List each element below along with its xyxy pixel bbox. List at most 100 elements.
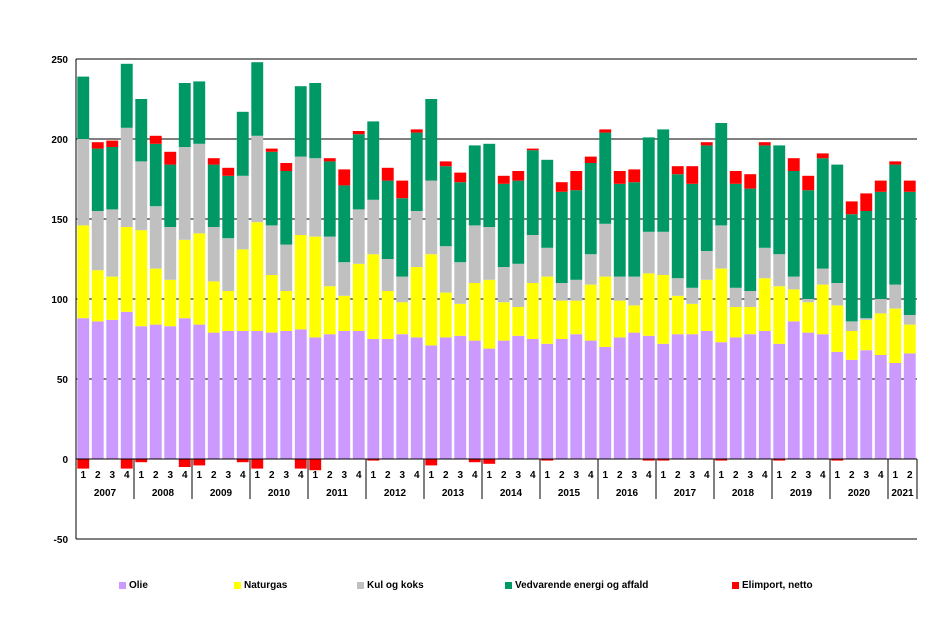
bar-segment bbox=[831, 164, 844, 283]
bar-segment bbox=[338, 295, 351, 331]
bar-segment bbox=[106, 147, 119, 210]
bar-segment bbox=[889, 284, 902, 309]
bar-segment bbox=[555, 300, 568, 339]
bar-segment bbox=[222, 291, 235, 331]
bar-segment bbox=[831, 351, 844, 459]
bar-segment bbox=[323, 161, 336, 237]
bar-segment bbox=[425, 99, 438, 181]
legend-label: Elimport, netto bbox=[742, 580, 813, 591]
bar-segment bbox=[178, 459, 191, 467]
bar-segment bbox=[845, 359, 858, 459]
bar-segment bbox=[744, 291, 757, 307]
legend-swatch bbox=[505, 582, 512, 589]
bar-segment bbox=[613, 300, 626, 338]
legend-swatch bbox=[119, 582, 126, 589]
bar-segment bbox=[497, 175, 510, 184]
bar-segment bbox=[889, 161, 902, 165]
bar-segment bbox=[193, 233, 206, 325]
x-tick-label: 2 bbox=[443, 470, 449, 481]
y-tick-label: 0 bbox=[62, 455, 68, 466]
bar-segment bbox=[831, 459, 844, 461]
bar-segment bbox=[352, 331, 365, 459]
bar-segment bbox=[178, 147, 191, 240]
bar-segment bbox=[642, 459, 655, 461]
bar-segment bbox=[860, 318, 873, 320]
legend: Olie Naturgas Kul og koks Vedvarende ene… bbox=[0, 574, 945, 600]
bar-segment bbox=[570, 171, 583, 191]
bar-segment bbox=[77, 76, 90, 139]
bar-segment bbox=[280, 244, 293, 291]
bar-segment bbox=[584, 340, 597, 459]
bar-segment bbox=[425, 254, 438, 346]
bar-segment bbox=[802, 190, 815, 299]
bar-segment bbox=[584, 163, 597, 255]
bar-segment bbox=[91, 321, 104, 459]
bar-segment bbox=[106, 140, 119, 147]
bar-segment bbox=[686, 334, 699, 459]
bar-segment bbox=[671, 166, 684, 175]
bar-segment bbox=[744, 188, 757, 291]
x-tick-label: 2 bbox=[211, 470, 217, 481]
legend-label: Naturgas bbox=[244, 580, 288, 591]
bar-segment bbox=[309, 83, 322, 159]
bar-segment bbox=[251, 62, 264, 136]
bar-segment bbox=[338, 169, 351, 186]
bar-segment bbox=[860, 319, 873, 351]
bar-segment bbox=[657, 459, 670, 461]
x-tick-label: 1 bbox=[660, 470, 666, 481]
bar-segment bbox=[816, 268, 829, 285]
bar-segment bbox=[294, 329, 307, 459]
legend-swatch bbox=[357, 582, 364, 589]
x-tick-label: 3 bbox=[283, 470, 289, 481]
bar-segment bbox=[889, 308, 902, 363]
bar-segment bbox=[309, 236, 322, 338]
bar-segment bbox=[715, 123, 728, 226]
bar-segment bbox=[787, 276, 800, 290]
bar-segment bbox=[207, 164, 220, 227]
bar-segment bbox=[773, 145, 786, 255]
x-tick-label: 2 bbox=[559, 470, 565, 481]
bar-segment bbox=[251, 331, 264, 459]
bar-segment bbox=[367, 254, 380, 339]
bar-segment bbox=[425, 180, 438, 255]
bar-segment bbox=[497, 267, 510, 303]
bar-segment bbox=[700, 145, 713, 251]
year-label: 2011 bbox=[326, 488, 348, 499]
x-tick-label: 2 bbox=[385, 470, 391, 481]
x-tick-label: 2 bbox=[617, 470, 623, 481]
bar-segment bbox=[845, 201, 858, 215]
bar-segment bbox=[352, 131, 365, 135]
y-tick-label: 250 bbox=[51, 55, 68, 66]
bar-segment bbox=[671, 174, 684, 279]
bar-segment bbox=[483, 348, 496, 459]
bar-segment bbox=[512, 263, 525, 307]
bar-segment bbox=[280, 171, 293, 245]
bar-segment bbox=[483, 227, 496, 280]
x-tick-label: 1 bbox=[312, 470, 318, 481]
bar-segment bbox=[381, 167, 394, 181]
bar-segment bbox=[309, 158, 322, 237]
bars bbox=[77, 62, 916, 471]
bar-segment bbox=[802, 175, 815, 191]
bar-segment bbox=[381, 339, 394, 459]
year-label: 2008 bbox=[152, 488, 175, 499]
bar-segment bbox=[135, 459, 148, 463]
bar-segment bbox=[454, 335, 467, 459]
legend-label: Olie bbox=[129, 580, 148, 591]
year-label: 2012 bbox=[384, 488, 407, 499]
bar-segment bbox=[845, 321, 858, 331]
bar-segment bbox=[77, 459, 90, 469]
bar-segment bbox=[323, 334, 336, 459]
bar-segment bbox=[91, 270, 104, 322]
bar-segment bbox=[77, 139, 90, 226]
bar-segment bbox=[700, 142, 713, 146]
bar-segment bbox=[265, 151, 278, 226]
bar-segment bbox=[338, 331, 351, 459]
bar-segment bbox=[149, 206, 162, 269]
bar-segment bbox=[396, 180, 409, 199]
bar-segment bbox=[164, 326, 177, 459]
bar-segment bbox=[657, 129, 670, 232]
bar-segment bbox=[758, 278, 771, 331]
bar-segment bbox=[526, 150, 539, 235]
bar-segment bbox=[294, 459, 307, 469]
